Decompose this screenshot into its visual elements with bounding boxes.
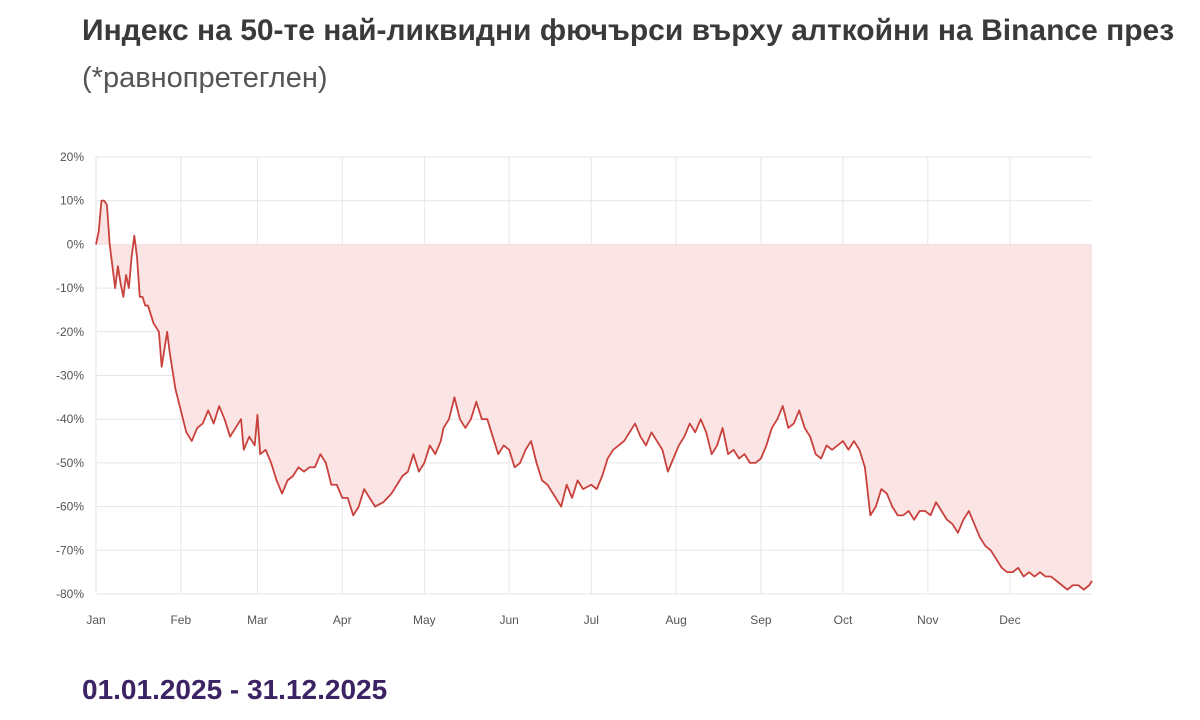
- y-tick-label: 10%: [60, 194, 84, 208]
- x-tick-label: May: [413, 613, 436, 627]
- x-tick-label: Nov: [917, 613, 938, 627]
- y-tick-label: 0%: [67, 237, 85, 251]
- y-tick-label: -70%: [56, 543, 84, 557]
- x-axis: Jan Feb Mar Apr May Jun Jul Aug Sep Oct Nov Dec: [86, 613, 1020, 627]
- series-line: [95, 199, 1093, 591]
- chart-subtitle: (*равнопретеглен): [82, 62, 328, 94]
- y-tick-label: -10%: [56, 281, 84, 295]
- x-tick-label: Feb: [170, 613, 191, 627]
- y-tick-label: -30%: [56, 369, 84, 383]
- line-layer: [95, 199, 1093, 591]
- y-tick-label: -40%: [56, 412, 84, 426]
- y-tick-label: -50%: [56, 456, 84, 470]
- x-tick-label: Sep: [750, 613, 772, 627]
- y-tick-label: -60%: [56, 500, 84, 514]
- area-layer: [96, 200, 1092, 590]
- x-tick-label: Apr: [333, 613, 352, 627]
- x-tick-label: Mar: [247, 613, 268, 627]
- x-tick-label: Oct: [834, 613, 853, 627]
- y-axis: 20% 10% 0% -10% -20% -30% -40% -50% -60% -70% -80%: [56, 150, 84, 601]
- x-tick-label: Aug: [665, 613, 686, 627]
- y-tick-label: 20%: [60, 150, 84, 164]
- date-range: 01.01.2025 - 31.12.2025: [82, 674, 388, 705]
- chart-title: Индекс на 50-те най-ликвидни фючърси вър…: [82, 14, 1175, 47]
- x-tick-label: Jan: [86, 613, 105, 627]
- x-tick-label: Jul: [584, 613, 599, 627]
- area-fill: [96, 200, 1092, 590]
- x-tick-label: Jun: [499, 613, 518, 627]
- x-tick-label: Dec: [999, 613, 1020, 627]
- y-tick-label: -20%: [56, 325, 84, 339]
- y-tick-label: -80%: [56, 587, 84, 601]
